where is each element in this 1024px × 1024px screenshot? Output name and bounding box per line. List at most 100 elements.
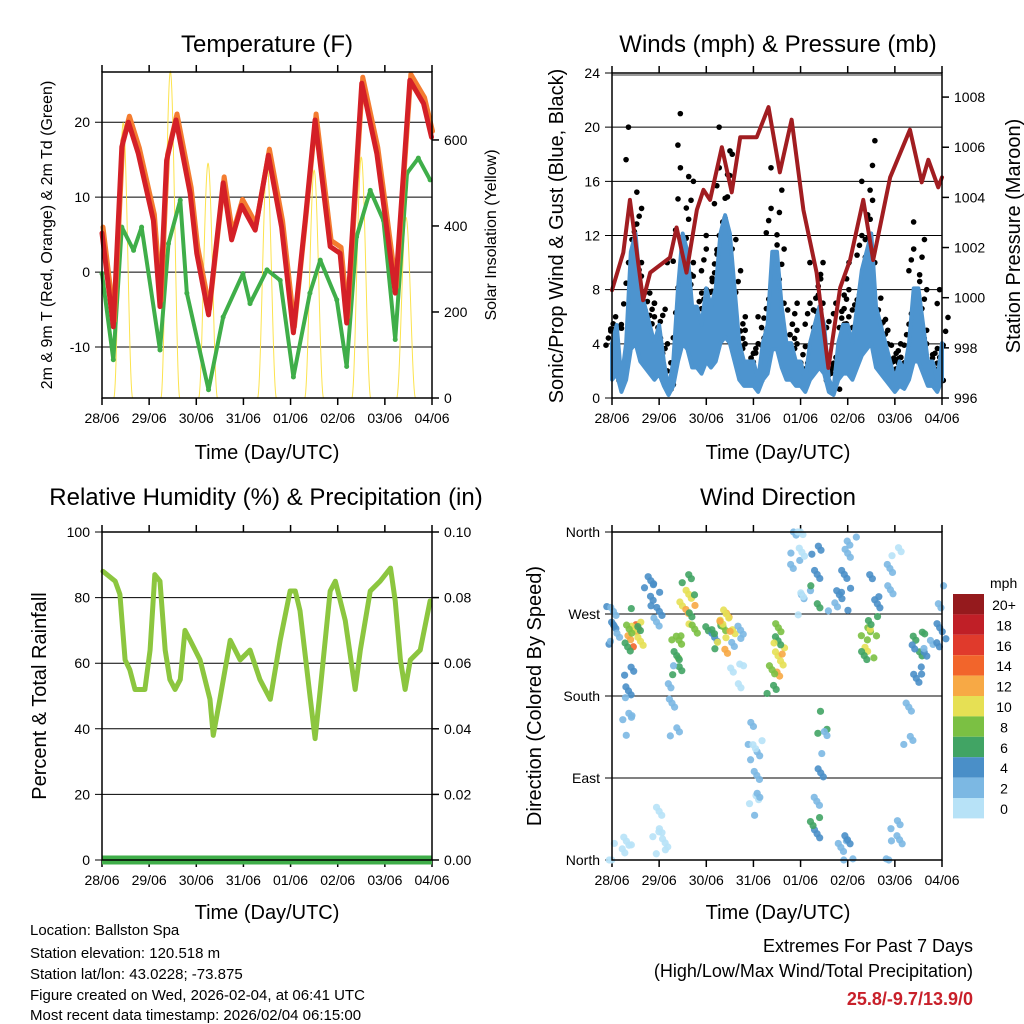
- gust-point: [753, 345, 759, 352]
- gust-point: [810, 307, 817, 313]
- gust-point: [664, 341, 671, 347]
- gust-point: [761, 315, 767, 321]
- y-right-tick-label: 0: [444, 390, 452, 406]
- gust-point: [787, 331, 793, 338]
- direction-point: [882, 855, 890, 863]
- y-right-tick-label: 0.10: [444, 524, 471, 540]
- x-tick-label: 28/06: [84, 410, 119, 426]
- direction-point: [727, 664, 735, 672]
- gust-point: [841, 292, 847, 298]
- gust-point: [846, 286, 852, 293]
- gust-point: [869, 197, 876, 204]
- direction-point: [838, 566, 846, 575]
- x-tick-label: 31/06: [736, 410, 771, 426]
- dewpoint-point: [290, 374, 296, 380]
- y-tick-label: 80: [74, 590, 90, 606]
- direction-point: [813, 600, 821, 608]
- gust-point: [802, 343, 809, 350]
- gust-point: [625, 124, 632, 130]
- dewpoint-point: [354, 234, 360, 240]
- x-tick-label: 04/06: [924, 410, 959, 426]
- legend-label: 4: [1000, 760, 1008, 776]
- direction-point: [837, 588, 846, 596]
- gust-point: [618, 321, 625, 328]
- dewpoint-point: [220, 314, 226, 320]
- direction-point: [939, 582, 948, 590]
- direction-point: [852, 533, 860, 541]
- y-right-tick-label: 600: [444, 132, 468, 148]
- direction-point: [824, 607, 832, 615]
- direction-point: [841, 832, 849, 840]
- y-tick-label: North: [566, 852, 600, 868]
- direction-point: [844, 606, 852, 614]
- direction-point: [906, 732, 914, 741]
- x-tick-label: 03/06: [367, 872, 402, 888]
- direction-point: [605, 856, 613, 864]
- gust-point: [921, 296, 928, 302]
- temperature-panel: 28/06 29/06 30/06 31/06 01/06 02/06 03/06 04/06…: [70, 65, 468, 426]
- y-right-tick-label: 1002: [954, 240, 985, 256]
- direction-point: [666, 732, 674, 740]
- humidity-precip-panel: 28/06 29/06 30/06 31/06 01/06 02/06 03/06 04/06…: [67, 524, 472, 888]
- direction-point: [920, 644, 928, 653]
- gust-point: [774, 242, 780, 248]
- direction-point: [808, 550, 816, 558]
- direction-point: [875, 593, 883, 601]
- plot-border: [611, 531, 943, 861]
- direction-point: [646, 592, 655, 600]
- gust-point: [688, 197, 694, 204]
- gust-point: [856, 242, 863, 249]
- humidity-xlabel: Time (Day/UTC): [195, 902, 340, 924]
- direction-point: [797, 589, 805, 597]
- gust-point: [901, 342, 907, 348]
- direction-point: [933, 620, 941, 628]
- gust-point: [690, 259, 697, 266]
- direction-point: [771, 648, 780, 656]
- gust-point: [804, 310, 811, 317]
- direction-point: [747, 718, 755, 727]
- gust-point: [813, 295, 819, 301]
- direction-point: [664, 680, 672, 688]
- gust-point: [820, 259, 826, 266]
- x-tick-label: 30/06: [689, 410, 724, 426]
- gust-point: [690, 273, 697, 279]
- gust-point: [703, 246, 710, 252]
- y-tick-label: 0: [82, 852, 90, 868]
- gust-point: [633, 221, 640, 227]
- x-tick-label: 03/06: [877, 410, 912, 426]
- gust-point: [854, 252, 860, 258]
- x-tick-label: 28/06: [594, 872, 629, 888]
- gust-point: [623, 156, 629, 163]
- direction-point: [770, 639, 778, 647]
- gust-point: [765, 217, 772, 224]
- gust-point: [677, 110, 684, 117]
- gust-point: [768, 205, 774, 212]
- gust-point: [763, 229, 770, 236]
- legend-swatch: [953, 736, 984, 758]
- y-tick-label: 60: [74, 655, 90, 671]
- direction-point: [843, 537, 851, 545]
- gust-point: [846, 313, 852, 320]
- direction-point: [820, 727, 828, 736]
- direction-point: [665, 695, 673, 703]
- y-tick-label: 24: [584, 65, 600, 81]
- y-tick-label: East: [572, 770, 600, 786]
- gust-point: [791, 335, 798, 342]
- direction-point: [627, 663, 635, 671]
- direction-point: [640, 584, 649, 592]
- gust-point: [649, 306, 655, 313]
- y-tick-label: 20: [74, 786, 90, 802]
- wind-direction-title: Wind Direction: [700, 484, 856, 511]
- gust-point: [740, 335, 746, 342]
- gust-point: [752, 350, 759, 356]
- gust-point: [683, 205, 690, 211]
- direction-point: [909, 632, 917, 640]
- winds-ylabel: Sonic/Prop Wind & Gust (Blue, Black): [546, 69, 568, 404]
- direction-point: [625, 709, 633, 717]
- pressure-ylabel: Station Pressure (Maroon): [1003, 119, 1024, 354]
- y-right-tick-label: 1004: [954, 189, 985, 205]
- gust-point: [794, 300, 800, 307]
- direction-point: [619, 716, 627, 724]
- direction-point: [673, 724, 681, 732]
